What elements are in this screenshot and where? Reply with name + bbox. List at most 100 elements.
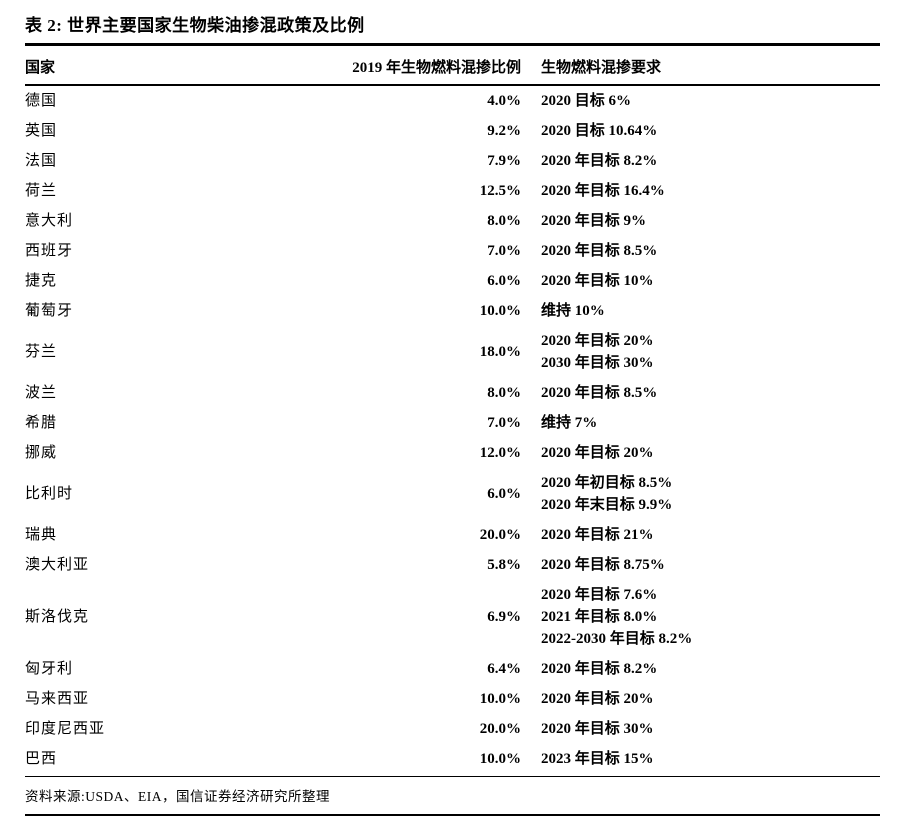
- country-cell: 瑞典: [25, 526, 58, 543]
- table-row: 挪威 12.0% 2020 年目标 20%: [25, 438, 880, 468]
- requirement-cell: 2020 年初目标 8.5% 2020 年末目标 9.9%: [521, 468, 880, 520]
- requirement-line: 2030 年目标 30%: [541, 355, 654, 371]
- country-cell: 捷克: [25, 272, 58, 289]
- table-header: 国家 2019 年生物燃料混掺比例 生物燃料混掺要求: [25, 46, 880, 86]
- ratio-cell: 6.9%: [487, 608, 521, 625]
- requirement-cell: 2020 目标 10.64%: [521, 116, 880, 146]
- requirement-line: 2020 目标 10.64%: [541, 123, 658, 139]
- country-cell: 英国: [25, 122, 58, 139]
- table-row: 马来西亚 10.0% 2020 年目标 20%: [25, 684, 880, 714]
- ratio-cell: 10.0%: [479, 302, 521, 319]
- header-2019-blend-ratio: 2019 年生物燃料混掺比例: [280, 46, 521, 86]
- table-row: 英国 9.2% 2020 目标 10.64%: [25, 116, 880, 146]
- requirement-cell: 2020 年目标 8.2%: [521, 146, 880, 176]
- table-row: 葡萄牙 10.0% 维持 10%: [25, 296, 880, 326]
- requirement-cell: 维持 10%: [521, 296, 880, 326]
- table-title: 表 2: 世界主要国家生物柴油掺混政策及比例: [25, 5, 880, 46]
- requirement-cell: 2020 年目标 8.5%: [521, 378, 880, 408]
- ratio-cell: 8.0%: [487, 212, 521, 229]
- ratio-cell: 20.0%: [479, 526, 521, 543]
- requirement-line: 2022-2030 年目标 8.2%: [541, 631, 693, 647]
- requirement-line: 2020 年目标 7.6%: [541, 587, 658, 603]
- table-row: 芬兰 18.0% 2020 年目标 20% 2030 年目标 30%: [25, 326, 880, 378]
- table-row: 荷兰 12.5% 2020 年目标 16.4%: [25, 176, 880, 206]
- ratio-cell: 7.0%: [487, 414, 521, 431]
- requirement-cell: 2020 年目标 7.6% 2021 年目标 8.0% 2022-2030 年目标 …: [521, 580, 880, 654]
- table-row: 法国 7.9% 2020 年目标 8.2%: [25, 146, 880, 176]
- requirement-line: 2020 年目标 20%: [541, 691, 654, 707]
- country-cell: 葡萄牙: [25, 302, 74, 319]
- requirement-line: 2021 年目标 8.0%: [541, 609, 658, 625]
- table-row: 印度尼西亚 20.0% 2020 年目标 30%: [25, 714, 880, 744]
- table-row: 德国 4.0% 2020 目标 6%: [25, 85, 880, 116]
- ratio-cell: 6.0%: [487, 272, 521, 289]
- country-cell: 马来西亚: [25, 690, 90, 707]
- table-row: 斯洛伐克 6.9% 2020 年目标 7.6% 2021 年目标 8.0% 2022…: [25, 580, 880, 654]
- requirement-line: 维持 10%: [541, 303, 605, 319]
- requirement-line: 2020 年目标 16.4%: [541, 183, 665, 199]
- requirement-line: 2020 年目标 21%: [541, 527, 654, 543]
- country-cell: 意大利: [25, 212, 74, 229]
- ratio-cell: 6.4%: [487, 660, 521, 677]
- country-cell: 比利时: [25, 485, 74, 502]
- ratio-cell: 20.0%: [479, 720, 521, 737]
- requirement-cell: 2020 年目标 20% 2030 年目标 30%: [521, 326, 880, 378]
- requirement-line: 2020 年目标 8.2%: [541, 661, 658, 677]
- table-row: 希腊 7.0% 维持 7%: [25, 408, 880, 438]
- table-row: 巴西 10.0% 2023 年目标 15%: [25, 744, 880, 774]
- table-row: 瑞典 20.0% 2020 年目标 21%: [25, 520, 880, 550]
- ratio-cell: 5.8%: [487, 556, 521, 573]
- ratio-cell: 10.0%: [479, 750, 521, 767]
- source-note: 资料来源:USDA、EIA，国信证券经济研究所整理: [25, 776, 880, 816]
- table-row: 意大利 8.0% 2020 年目标 9%: [25, 206, 880, 236]
- header-blend-requirement: 生物燃料混掺要求: [521, 46, 880, 86]
- country-cell: 斯洛伐克: [25, 608, 90, 625]
- ratio-cell: 4.0%: [487, 92, 521, 109]
- country-cell: 芬兰: [25, 343, 58, 360]
- requirement-cell: 2020 年目标 8.2%: [521, 654, 880, 684]
- requirement-cell: 2020 年目标 10%: [521, 266, 880, 296]
- ratio-cell: 18.0%: [479, 343, 521, 360]
- ratio-cell: 7.0%: [487, 242, 521, 259]
- table-row: 匈牙利 6.4% 2020 年目标 8.2%: [25, 654, 880, 684]
- requirement-cell: 2020 年目标 30%: [521, 714, 880, 744]
- requirement-cell: 2020 年目标 9%: [521, 206, 880, 236]
- requirement-cell: 2020 年目标 8.75%: [521, 550, 880, 580]
- country-cell: 印度尼西亚: [25, 720, 106, 737]
- requirement-cell: 2020 年目标 8.5%: [521, 236, 880, 266]
- header-country: 国家: [25, 46, 280, 86]
- country-cell: 德国: [25, 92, 58, 109]
- requirement-line: 2020 年目标 10%: [541, 273, 654, 289]
- header-row: 国家 2019 年生物燃料混掺比例 生物燃料混掺要求: [25, 46, 880, 86]
- ratio-cell: 7.9%: [487, 152, 521, 169]
- requirement-line: 2020 年初目标 8.5%: [541, 475, 673, 491]
- country-cell: 匈牙利: [25, 660, 74, 677]
- country-cell: 法国: [25, 152, 58, 169]
- requirement-line: 2020 年目标 8.2%: [541, 153, 658, 169]
- ratio-cell: 10.0%: [479, 690, 521, 707]
- requirement-line: 维持 7%: [541, 415, 598, 431]
- requirement-line: 2020 目标 6%: [541, 93, 632, 109]
- biodiesel-policy-table: 国家 2019 年生物燃料混掺比例 生物燃料混掺要求 德国 4.0% 2020 …: [25, 46, 880, 774]
- ratio-cell: 12.0%: [479, 444, 521, 461]
- ratio-cell: 6.0%: [487, 485, 521, 502]
- table-row: 捷克 6.0% 2020 年目标 10%: [25, 266, 880, 296]
- table-row: 波兰 8.0% 2020 年目标 8.5%: [25, 378, 880, 408]
- table-row: 比利时 6.0% 2020 年初目标 8.5% 2020 年末目标 9.9%: [25, 468, 880, 520]
- ratio-cell: 9.2%: [487, 122, 521, 139]
- requirement-line: 2020 年目标 20%: [541, 333, 654, 349]
- requirement-line: 2020 年目标 30%: [541, 721, 654, 737]
- requirement-cell: 维持 7%: [521, 408, 880, 438]
- requirement-cell: 2020 年目标 20%: [521, 684, 880, 714]
- requirement-cell: 2020 年目标 16.4%: [521, 176, 880, 206]
- ratio-cell: 12.5%: [479, 182, 521, 199]
- requirement-cell: 2020 年目标 21%: [521, 520, 880, 550]
- requirement-cell: 2023 年目标 15%: [521, 744, 880, 774]
- requirement-line: 2020 年末目标 9.9%: [541, 497, 673, 513]
- country-cell: 希腊: [25, 414, 58, 431]
- requirement-line: 2020 年目标 8.5%: [541, 243, 658, 259]
- country-cell: 挪威: [25, 444, 58, 461]
- country-cell: 巴西: [25, 750, 58, 767]
- requirement-cell: 2020 目标 6%: [521, 85, 880, 116]
